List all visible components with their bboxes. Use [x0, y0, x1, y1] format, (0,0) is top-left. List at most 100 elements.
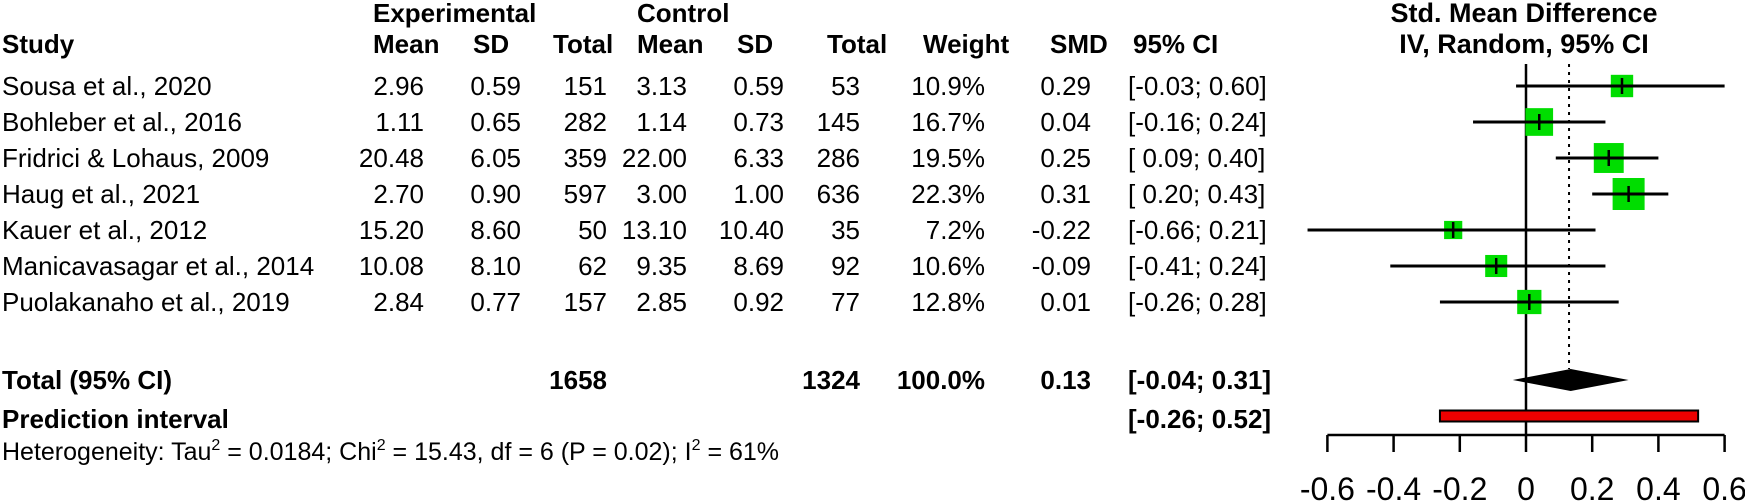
- column-header-weight: Weight: [923, 29, 1010, 59]
- column-header-exp-total: Total: [553, 29, 614, 59]
- column-header-study: Study: [2, 29, 75, 59]
- column-header-ctrl-sd: SD: [737, 29, 774, 59]
- weight: 12.8%: [911, 287, 985, 317]
- ci-value: [ 0.20; 0.43]: [1128, 179, 1266, 209]
- total-ci: [-0.04; 0.31]: [1128, 365, 1272, 395]
- heterogeneity-text: Heterogeneity: Tau2 = 0.0184; Chi2 = 15.…: [2, 436, 780, 466]
- table-row: Sousa et al., 2020 2.96 0.59 151 3.13 0.…: [0, 68, 1745, 104]
- prediction-interval-row: Prediction interval [-0.26; 0.52]: [0, 401, 1745, 437]
- experimental-sd: 0.59: [470, 71, 521, 101]
- experimental-mean: 20.48: [358, 143, 424, 173]
- smd-value: -0.22: [1031, 215, 1091, 245]
- experimental-mean: 1.11: [375, 107, 424, 137]
- plot-title: Std. Mean Difference: [1390, 0, 1658, 28]
- control-total: 77: [831, 287, 860, 317]
- ci-value: [-0.03; 0.60]: [1128, 71, 1267, 101]
- smd-value: 0.31: [1040, 179, 1091, 209]
- study-name: Manicavasagar et al., 2014: [2, 251, 315, 281]
- experimental-sd: 0.65: [470, 107, 521, 137]
- study-name: Bohleber et al., 2016: [2, 107, 242, 137]
- control-mean: 22.00: [621, 143, 687, 173]
- experimental-mean: 2.84: [373, 287, 424, 317]
- x-axis-tick-label: -0.2: [1432, 471, 1487, 504]
- experimental-total: 50: [578, 215, 607, 245]
- control-total: 35: [831, 215, 860, 245]
- smd-value: 0.04: [1040, 107, 1091, 137]
- table-row: Manicavasagar et al., 2014 10.08 8.10 62…: [0, 248, 1745, 284]
- column-group-control: Control: [637, 0, 730, 28]
- experimental-sd: 8.10: [470, 251, 521, 281]
- total-row: Total (95% CI) 1658 1324 100.0% 0.13 [-0…: [0, 362, 1745, 398]
- experimental-total: 151: [563, 71, 607, 101]
- experimental-total: 282: [563, 107, 607, 137]
- control-total: 145: [816, 107, 860, 137]
- column-header-exp-mean: Mean: [373, 29, 440, 59]
- x-axis-tick-label: 0.4: [1636, 471, 1680, 504]
- column-header-ctrl-total: Total: [827, 29, 888, 59]
- control-mean: 9.35: [636, 251, 687, 281]
- weight: 10.9%: [911, 71, 985, 101]
- control-total: 53: [831, 71, 860, 101]
- ci-value: [-0.41; 0.24]: [1128, 251, 1267, 281]
- table-row: Bohleber et al., 2016 1.11 0.65 282 1.14…: [0, 104, 1745, 140]
- x-axis-tick-label: -0.6: [1300, 471, 1355, 504]
- weight: 19.5%: [911, 143, 985, 173]
- control-mean: 2.85: [636, 287, 687, 317]
- column-group-experimental: Experimental: [373, 0, 537, 28]
- total-ctrl-total: 1324: [802, 365, 860, 395]
- control-mean: 3.00: [636, 179, 687, 209]
- experimental-mean: 10.08: [358, 251, 424, 281]
- control-sd: 0.73: [733, 107, 784, 137]
- smd-value: 0.29: [1040, 71, 1091, 101]
- experimental-sd: 8.60: [470, 215, 521, 245]
- column-header-ci: 95% CI: [1133, 29, 1219, 59]
- control-total: 636: [816, 179, 860, 209]
- control-sd: 10.40: [718, 215, 784, 245]
- table-row: Haug et al., 2021 2.70 0.90 597 3.00 1.0…: [0, 176, 1745, 212]
- experimental-sd: 0.90: [470, 179, 521, 209]
- experimental-sd: 0.77: [470, 287, 521, 317]
- control-mean: 1.14: [636, 107, 687, 137]
- control-mean: 3.13: [636, 71, 687, 101]
- total-smd: 0.13: [1040, 365, 1091, 395]
- control-mean: 13.10: [621, 215, 687, 245]
- x-axis-tick-label: 0.2: [1570, 471, 1614, 504]
- experimental-total: 359: [563, 143, 607, 173]
- control-sd: 0.59: [733, 71, 784, 101]
- prediction-interval-bar: [1438, 409, 1700, 423]
- x-axis-tick-label: 0.6: [1702, 471, 1745, 504]
- weight: 16.7%: [911, 107, 985, 137]
- study-name: Fridrici & Lohaus, 2009: [2, 143, 270, 173]
- weight: 7.2%: [925, 215, 985, 245]
- smd-value: -0.09: [1031, 251, 1091, 281]
- column-header-smd: SMD: [1050, 29, 1108, 59]
- total-exp-total: 1658: [549, 365, 607, 395]
- experimental-total: 157: [563, 287, 607, 317]
- x-axis-tick-label: 0: [1517, 471, 1535, 504]
- total-weight: 100.0%: [896, 365, 985, 395]
- table-row: Kauer et al., 2012 15.20 8.60 50 13.10 1…: [0, 212, 1745, 248]
- ci-value: [-0.26; 0.28]: [1128, 287, 1267, 317]
- experimental-mean: 2.96: [373, 71, 424, 101]
- experimental-mean: 2.70: [373, 179, 424, 209]
- column-header-ctrl-mean: Mean: [637, 29, 704, 59]
- control-total: 92: [831, 251, 860, 281]
- experimental-sd: 6.05: [470, 143, 521, 173]
- control-total: 286: [816, 143, 860, 173]
- column-header-exp-sd: SD: [473, 29, 510, 59]
- table-row: Fridrici & Lohaus, 2009 20.48 6.05 359 2…: [0, 140, 1745, 176]
- smd-value: 0.25: [1040, 143, 1091, 173]
- x-axis-tick-label: -0.4: [1366, 471, 1421, 504]
- study-name: Haug et al., 2021: [2, 179, 201, 209]
- ci-value: [-0.16; 0.24]: [1128, 107, 1267, 137]
- table-row: Puolakanaho et al., 2019 2.84 0.77 157 2…: [0, 284, 1745, 320]
- pooled-diamond: [1512, 369, 1629, 391]
- experimental-total: 597: [563, 179, 607, 209]
- experimental-mean: 15.20: [358, 215, 424, 245]
- control-sd: 1.00: [733, 179, 784, 209]
- prediction-label: Prediction interval: [2, 404, 229, 434]
- plot-subtitle: IV, Random, 95% CI: [1399, 29, 1649, 59]
- column-header-row: Study Mean SD Total Mean SD Total Weight…: [0, 26, 1745, 62]
